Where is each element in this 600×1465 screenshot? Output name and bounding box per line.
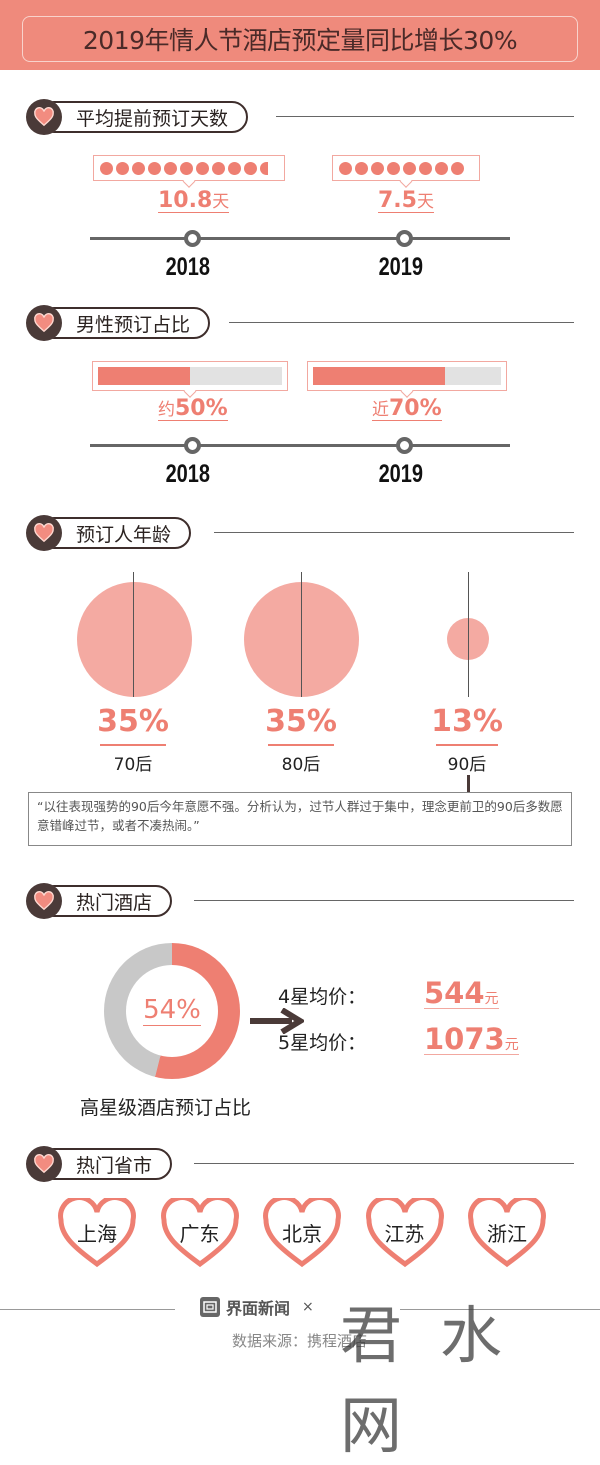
page-title: 2019年情人节酒店预定量同比增长30% <box>82 26 518 55</box>
section-title-pill: 预订人年龄 <box>38 517 192 549</box>
timeline <box>90 437 510 454</box>
quote-connector <box>467 775 470 792</box>
section-title: 热门酒店 <box>76 891 153 914</box>
section-header-age: 预订人年龄 <box>26 515 574 551</box>
section-title: 热门省市 <box>76 1154 153 1177</box>
year-label: 2018 <box>165 253 211 281</box>
city-heart: 浙江 <box>467 1198 547 1268</box>
age-label: 70后 <box>113 755 153 775</box>
divider <box>229 322 574 323</box>
heart-icon <box>26 305 62 341</box>
age-pct: 13% <box>431 704 503 739</box>
jiemian-logo-icon <box>200 1297 220 1317</box>
heart-icon <box>26 99 62 135</box>
footer-brand: 界面新闻 × <box>200 1295 314 1319</box>
section-header-male: 男性预订占比 <box>26 305 574 341</box>
year-label: 2018 <box>165 460 211 488</box>
timeline-node <box>184 437 201 454</box>
analysis-quote: “以往表现强势的90后今年意愿不强。分析认为，过节人群过于集中，理念更前卫的90… <box>28 792 572 846</box>
age-axis-line <box>133 572 134 697</box>
city-heart: 江苏 <box>365 1198 445 1268</box>
bar-2018 <box>92 361 288 391</box>
age-label: 90后 <box>447 755 487 775</box>
section-title-pill: 热门省市 <box>38 1148 173 1180</box>
dots-2018 <box>93 155 285 181</box>
male-value-2018: 约50% <box>158 396 228 422</box>
age-bubble-70 <box>77 582 192 697</box>
heart-outline-icon <box>365 1198 444 1268</box>
footer-divider <box>0 1309 175 1310</box>
city-list: 上海 广东 北京 江苏 浙江 <box>57 1198 547 1268</box>
donut-caption: 高星级酒店预订占比 <box>80 1097 252 1119</box>
age-pct: 35% <box>265 704 337 739</box>
watermark: 君水网 <box>340 1299 541 1462</box>
underline <box>268 744 334 746</box>
heart-outline-icon <box>58 1198 136 1268</box>
city-heart: 北京 <box>262 1198 342 1268</box>
heart-icon <box>26 515 62 551</box>
section-title: 男性预订占比 <box>76 313 191 336</box>
city-heart: 广东 <box>160 1198 240 1268</box>
timeline-node <box>396 230 413 247</box>
heart-outline-icon <box>468 1198 546 1268</box>
footer-divider <box>400 1309 600 1310</box>
year-label: 2019 <box>378 253 424 281</box>
underline <box>100 744 166 746</box>
arrow-right-icon <box>250 1008 304 1034</box>
age-pct: 35% <box>97 704 169 739</box>
age-label: 80后 <box>281 755 321 775</box>
divider <box>194 1163 574 1164</box>
city-heart: 上海 <box>57 1198 137 1268</box>
age-axis-line <box>301 572 302 697</box>
header-title-box: 2019年情人节酒店预定量同比增长30% <box>22 16 578 62</box>
advance-value-2019: 7.5天 <box>378 188 434 214</box>
divider <box>276 116 574 117</box>
section-title: 平均提前预订天数 <box>76 107 229 130</box>
advance-value-2018: 10.8天 <box>158 188 230 214</box>
donut-chart: 54% <box>104 943 240 1079</box>
underline <box>436 744 498 746</box>
heart-outline-icon <box>263 1198 341 1268</box>
price-5star: 5星均价： 1073元 <box>278 1022 519 1056</box>
year-label: 2019 <box>378 460 424 488</box>
section-title-pill: 平均提前预订天数 <box>38 101 249 133</box>
data-source: 数据来源：携程酒店 <box>232 1332 368 1350</box>
section-header-hotel: 热门酒店 <box>26 883 574 919</box>
heart-icon <box>26 1146 62 1182</box>
section-title-pill: 男性预订占比 <box>38 307 211 339</box>
timeline-node <box>184 230 201 247</box>
section-header-advance: 平均提前预订天数 <box>26 99 574 135</box>
timeline-node <box>396 437 413 454</box>
male-value-2019: 近70% <box>372 396 442 422</box>
heart-outline-icon <box>160 1198 239 1268</box>
section-title: 预订人年龄 <box>76 523 172 546</box>
header-banner: 2019年情人节酒店预定量同比增长30% <box>0 0 600 70</box>
heart-icon <box>26 883 62 919</box>
divider <box>194 900 574 901</box>
donut-value: 54% <box>143 995 201 1026</box>
age-axis-line <box>468 572 469 697</box>
timeline <box>90 230 510 247</box>
dots-2019 <box>332 155 480 181</box>
divider <box>214 532 574 533</box>
section-header-cities: 热门省市 <box>26 1146 574 1182</box>
bar-2019 <box>307 361 507 391</box>
price-4star: 4星均价： 544元 <box>278 976 499 1010</box>
